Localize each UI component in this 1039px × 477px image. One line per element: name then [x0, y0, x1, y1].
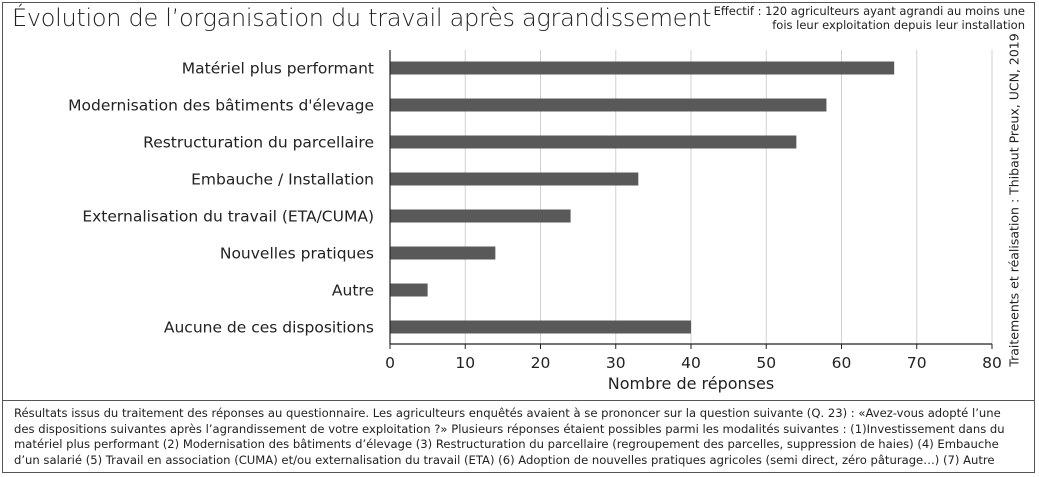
category-label: Nouvelles pratiques — [220, 245, 374, 263]
category-label: Autre — [332, 282, 374, 300]
footnote-separator — [2, 400, 1035, 401]
gridlines — [464, 50, 993, 344]
bar — [390, 283, 428, 297]
x-axis-title: Nombre de réponses — [608, 374, 774, 393]
x-tick-label: 40 — [681, 354, 701, 372]
category-label: Externalisation du travail (ETA/CUMA) — [82, 208, 374, 226]
x-tick-label: 70 — [907, 354, 927, 372]
bar — [390, 172, 639, 186]
category-label: Embauche / Installation — [191, 171, 374, 189]
sample-size-note: Effectif : 120 agriculteurs ayant agrand… — [713, 4, 1025, 32]
bars — [390, 61, 895, 334]
category-label: Restructuration du parcellaire — [143, 134, 374, 152]
category-label: Matériel plus performant — [182, 60, 374, 78]
bar-chart: Matériel plus performant Modernisation de… — [68, 50, 1002, 393]
x-tick-label: 10 — [455, 354, 475, 372]
bar — [390, 246, 496, 260]
x-tick-label: 0 — [385, 354, 395, 372]
x-tick-label: 50 — [756, 354, 776, 372]
bar — [390, 61, 895, 75]
category-labels: Matériel plus performant Modernisation de… — [68, 60, 374, 337]
x-tick-label: 60 — [832, 354, 852, 372]
x-axis: 0 10 20 30 40 50 60 70 80 — [385, 50, 1002, 372]
category-label: Aucune de ces dispositions — [164, 319, 374, 337]
x-tick-label: 30 — [606, 354, 626, 372]
x-tick-label: 80 — [982, 354, 1002, 372]
bar — [390, 98, 827, 112]
x-tick-label: 20 — [531, 354, 551, 372]
footnote: Résultats issus du traitement des répons… — [14, 406, 1005, 467]
bar — [390, 209, 571, 223]
bar — [390, 135, 797, 149]
category-label: Modernisation des bâtiments d'élevage — [68, 97, 374, 115]
chart-title: Évolution de l’organisation du travail a… — [12, 4, 712, 32]
bar — [390, 320, 691, 334]
